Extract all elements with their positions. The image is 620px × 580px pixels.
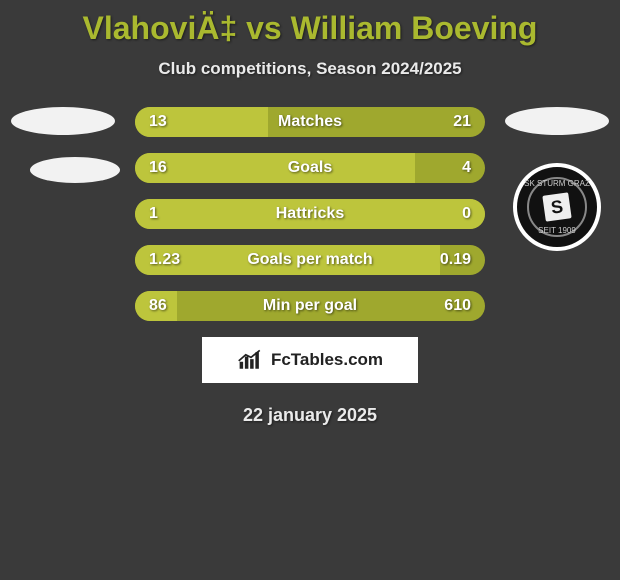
stat-bar-row: 86Min per goal610 bbox=[135, 291, 485, 321]
subtitle: Club competitions, Season 2024/2025 bbox=[0, 59, 620, 79]
stat-bar-row: 13Matches21 bbox=[135, 107, 485, 137]
club-logo: SK STURM GRAZ S SEIT 1909 bbox=[513, 163, 601, 251]
player-oval-icon bbox=[505, 107, 609, 135]
stat-right-value: 21 bbox=[453, 107, 471, 137]
stat-label: Goals bbox=[135, 153, 485, 183]
player-oval-icon bbox=[11, 107, 115, 135]
right-player-badges: SK STURM GRAZ S SEIT 1909 bbox=[502, 107, 612, 251]
stat-right-value: 610 bbox=[444, 291, 471, 321]
date-label: 22 january 2025 bbox=[0, 405, 620, 426]
stat-right-value: 0.19 bbox=[440, 245, 471, 275]
stat-label: Hattricks bbox=[135, 199, 485, 229]
stat-bars: 13Matches21 16Goals4 1Hattricks0 1.23Goals … bbox=[135, 107, 485, 321]
site-logo-text: FcTables.com bbox=[271, 350, 383, 370]
club-logo-top-text: SK STURM GRAZ bbox=[524, 179, 590, 188]
site-logo: FcTables.com bbox=[202, 337, 418, 383]
stat-bar-row: 1.23Goals per match0.19 bbox=[135, 245, 485, 275]
club-logo-letter: S bbox=[542, 192, 571, 221]
stat-right-value: 0 bbox=[462, 199, 471, 229]
page-title: VlahoviÄ‡ vs William Boeving bbox=[0, 0, 620, 47]
stat-right-value: 4 bbox=[462, 153, 471, 183]
left-player-badges bbox=[8, 107, 118, 205]
stat-bar-row: 1Hattricks0 bbox=[135, 199, 485, 229]
stat-label: Min per goal bbox=[135, 291, 485, 321]
stat-label: Goals per match bbox=[135, 245, 485, 275]
club-logo-bottom-text: SEIT 1909 bbox=[538, 226, 576, 235]
stat-bar-row: 16Goals4 bbox=[135, 153, 485, 183]
player-oval-icon bbox=[30, 157, 120, 183]
bar-chart-icon bbox=[237, 349, 265, 371]
stat-label: Matches bbox=[135, 107, 485, 137]
comparison-content: SK STURM GRAZ S SEIT 1909 13Matches21 16G… bbox=[0, 107, 620, 321]
